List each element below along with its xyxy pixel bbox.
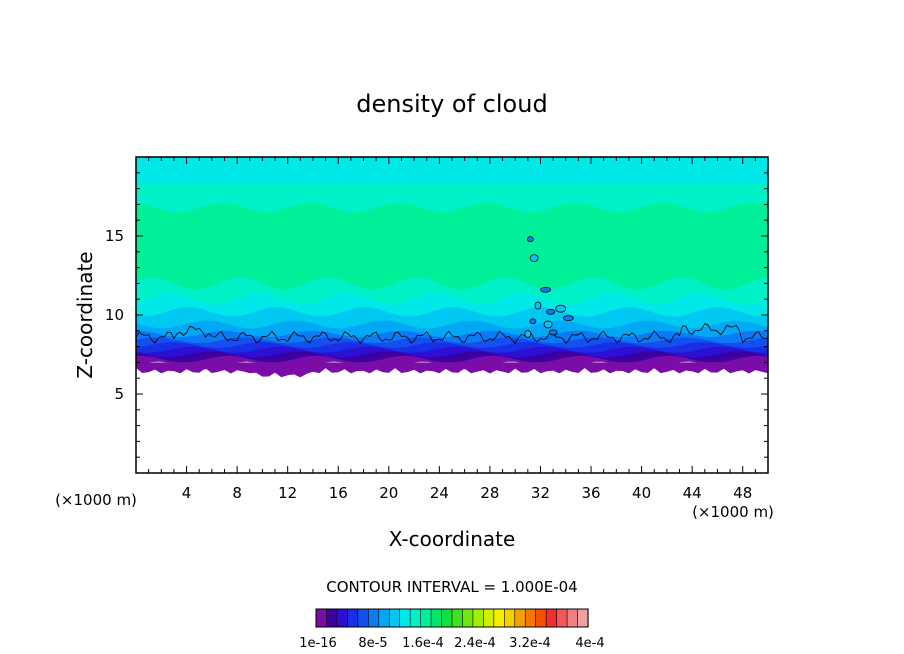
convective-cell (555, 304, 567, 313)
colorbar-swatch (420, 608, 432, 628)
colorbar (315, 608, 589, 628)
colorbar-swatch (399, 608, 411, 628)
cloud-overlay (135, 236, 769, 378)
y-tick-label: 10 (105, 306, 124, 324)
colorbar-frame (315, 608, 589, 628)
colorbar-swatch (315, 608, 328, 628)
plot-area (136, 157, 768, 370)
colorbar-label: 1e-16 (299, 636, 337, 651)
colorbar-swatch (514, 608, 526, 628)
colorbar-swatch (326, 608, 338, 628)
colorbar-label: 3.2e-4 (509, 636, 551, 651)
colorbar-swatch (493, 608, 505, 628)
colorbar-label: 1.6e-4 (402, 636, 444, 651)
colorbar-swatch (504, 608, 516, 628)
convective-cell (543, 320, 553, 329)
colorbar-swatch (409, 608, 422, 628)
y-axis-label: Z-coordinate (73, 251, 97, 378)
x-tick-label: 40 (632, 484, 651, 502)
colorbar-swatch (577, 608, 589, 628)
x-tick-label: 48 (733, 484, 752, 502)
x-axis: 4 8 12 16 20 24 28 32 36 40 44 48 (148, 157, 756, 502)
y-tick-label: 5 (114, 385, 124, 403)
colorbar-swatch (347, 608, 359, 628)
convective-cell (562, 315, 574, 322)
convective-cell (534, 301, 542, 310)
cloud-base-edge (136, 362, 768, 378)
colorbar-swatch (451, 608, 464, 628)
y-axis: 5 10 15 (105, 172, 768, 458)
colorbar-label: 4e-4 (575, 636, 604, 651)
x-tick-label: 44 (683, 484, 702, 502)
x-unit-left: (×1000 m) (55, 491, 137, 509)
colorbar-swatch (524, 608, 537, 628)
contour-interval-label: CONTOUR INTERVAL = 1.000E-04 (326, 578, 577, 596)
colorbar-swatch (430, 608, 443, 628)
cloud-layer (136, 157, 768, 184)
convective-cell (546, 308, 555, 315)
x-tick-label: 4 (182, 484, 192, 502)
convective-cell (526, 236, 534, 243)
x-tick-label: 28 (480, 484, 499, 502)
convective-cell (540, 286, 551, 293)
colorbar-swatch (368, 608, 380, 628)
colorbar-swatch (472, 608, 484, 628)
colorbar-label: 2.4e-4 (454, 636, 496, 651)
x-unit-right: (×1000 m) (692, 503, 774, 521)
colorbar-swatch (388, 608, 401, 628)
colorbar-swatch (566, 608, 579, 628)
convective-cell (548, 329, 558, 336)
convective-cell (529, 318, 537, 325)
convective-cell (529, 254, 539, 263)
x-tick-label: 32 (531, 484, 550, 502)
convective-cell (524, 330, 532, 338)
colorbar-swatch (462, 608, 474, 628)
x-tick-label: 20 (379, 484, 398, 502)
contour-line (135, 323, 769, 345)
colorbar-swatch (378, 608, 390, 628)
x-tick-label: 36 (581, 484, 600, 502)
chart-title: density of cloud (356, 90, 547, 118)
colorbar-label: 8e-5 (358, 636, 387, 651)
colorbar-swatch (483, 608, 495, 628)
x-tick-label: 12 (278, 484, 297, 502)
x-tick-label: 16 (329, 484, 348, 502)
colorbar-swatch (535, 608, 547, 628)
x-tick-label: 8 (232, 484, 242, 502)
colorbar-swatch (441, 608, 453, 628)
y-tick-label: 15 (105, 227, 124, 245)
colorbar-labels: 1e-16 8e-5 1.6e-4 2.4e-4 3.2e-4 4e-4 (299, 636, 604, 651)
colorbar-swatch (336, 608, 348, 628)
x-axis-label: X-coordinate (389, 527, 516, 551)
x-tick-label: 24 (430, 484, 449, 502)
colorbar-swatch (556, 608, 568, 628)
colorbar-swatch (357, 608, 369, 628)
colorbar-swatch (545, 608, 558, 628)
